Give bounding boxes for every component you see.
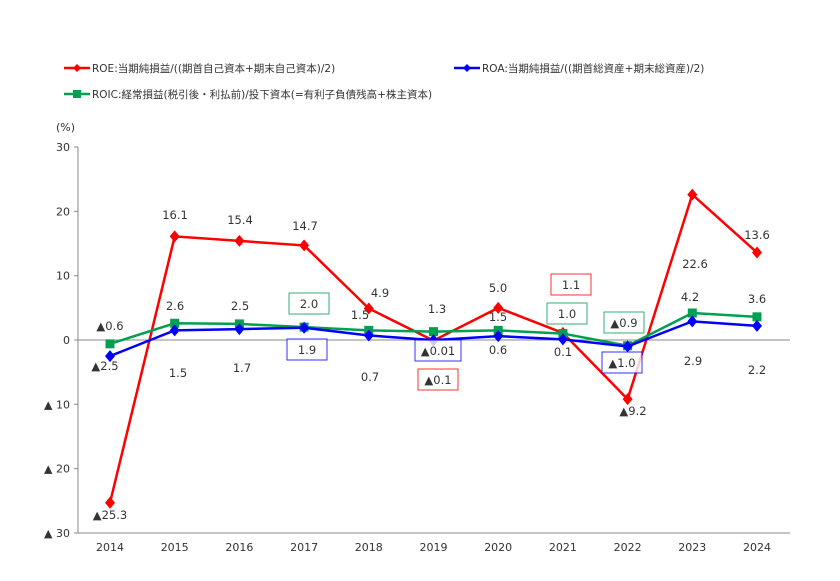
data-point <box>234 234 245 247</box>
x-tick-label: 2019 <box>420 541 448 554</box>
legend-entry: ROE:当期純損益/((期首自己資本+期末自己資本)/2) <box>92 62 335 75</box>
y-tick-label: ▲ 30 <box>44 527 70 540</box>
y-tick-label: 10 <box>56 270 70 283</box>
data-point <box>105 350 115 363</box>
data-label-box <box>550 273 592 296</box>
x-tick-label: 2020 <box>484 541 512 554</box>
y-tick-label: 0 <box>63 334 70 347</box>
data-point <box>557 333 568 346</box>
data-label-box <box>288 292 330 315</box>
data-label: ▲2.5 <box>91 359 118 373</box>
data-label-box <box>414 339 462 362</box>
data-label: 4.2 <box>681 290 699 304</box>
data-label: 13.6 <box>744 228 770 242</box>
x-tick-label: 2018 <box>355 541 383 554</box>
data-point <box>363 329 374 342</box>
data-label: 1.5 <box>489 310 507 324</box>
data-label: 1.9 <box>298 343 316 357</box>
data-label: 2.0 <box>300 297 318 311</box>
data-label: 1.0 <box>558 307 576 321</box>
x-tick-label: 2017 <box>290 541 318 554</box>
legend-entry: ROIC:経常損益(税引後・利払前)/投下資本(=有利子負債残高+株主資本) <box>92 88 432 101</box>
data-point <box>299 321 310 334</box>
data-point <box>493 330 504 343</box>
x-tick-label: 2016 <box>225 541 253 554</box>
data-label: 16.1 <box>162 208 188 222</box>
data-point <box>687 308 697 318</box>
data-point <box>752 312 762 322</box>
data-point <box>622 340 633 353</box>
data-label-box <box>603 311 645 334</box>
data-label: 1.7 <box>233 361 251 375</box>
data-label: 1.5 <box>351 308 369 322</box>
data-point <box>170 318 180 328</box>
data-label: 2.2 <box>748 363 766 377</box>
data-label-box <box>601 351 643 374</box>
x-tick-label: 2024 <box>743 541 771 554</box>
data-label: ▲9.2 <box>619 404 646 418</box>
y-tick-label: 30 <box>56 141 70 154</box>
data-point <box>752 319 762 332</box>
data-point <box>363 302 374 315</box>
x-tick-label: 2023 <box>678 541 706 554</box>
data-point <box>752 246 762 259</box>
data-label: ▲0.1 <box>424 373 451 387</box>
data-point <box>105 339 115 349</box>
data-label: ▲1.0 <box>608 356 635 370</box>
y-tick-label: ▲ 10 <box>44 398 70 411</box>
data-label: 2.9 <box>684 354 702 368</box>
x-tick-label: 2014 <box>96 541 124 554</box>
data-point <box>687 188 698 201</box>
data-label: 5.0 <box>489 281 507 295</box>
x-tick-label: 2022 <box>614 541 642 554</box>
data-label: ▲0.01 <box>421 344 455 358</box>
legend: ROE:当期純損益/((期首自己資本+期末自己資本)/2) ROA:当期純損益/(… <box>64 62 704 101</box>
data-label: 3.6 <box>748 292 766 306</box>
data-point <box>169 230 180 243</box>
data-label: 0.1 <box>554 345 572 359</box>
legend-entry: ROA:当期純損益/((期首総資産+期末総資産)/2) <box>482 62 704 75</box>
x-tick-label: 2015 <box>161 541 189 554</box>
data-point <box>169 324 180 337</box>
data-point <box>687 315 698 328</box>
data-label: 4.9 <box>371 286 389 300</box>
data-point <box>234 323 245 336</box>
data-label: ▲0.6 <box>96 319 123 333</box>
data-label: 22.6 <box>682 257 708 271</box>
data-label-box <box>286 338 328 361</box>
data-label-box <box>417 368 459 391</box>
y-tick-label: 20 <box>56 205 70 218</box>
legend-marker <box>73 64 81 72</box>
data-point <box>105 496 115 509</box>
legend-marker <box>73 90 81 98</box>
data-label: 2.6 <box>166 299 184 313</box>
y-tick-label: ▲ 20 <box>44 463 70 476</box>
data-label: 0.7 <box>361 370 379 384</box>
data-label: 1.3 <box>428 302 446 316</box>
data-point <box>299 239 310 252</box>
data-label-box <box>546 302 588 325</box>
data-label: 1.1 <box>562 278 580 292</box>
data-labels: ▲25.3 16.1 15.4 14.7 4.9 ▲0.1 5.0 1.1 ▲9.2 22.6 13… <box>91 208 769 522</box>
data-label: 14.7 <box>292 219 318 233</box>
data-point <box>622 393 633 406</box>
data-point <box>429 327 438 337</box>
data-label: ▲0.9 <box>610 316 637 330</box>
x-tick-label: 2021 <box>549 541 577 554</box>
data-label: 15.4 <box>227 213 253 227</box>
y-axis-label: (%) <box>56 121 75 134</box>
legend-marker <box>463 64 471 72</box>
data-label: ▲25.3 <box>93 508 127 522</box>
data-label: 0.6 <box>489 343 507 357</box>
data-label: 2.5 <box>231 299 249 313</box>
data-point <box>493 301 504 314</box>
data-label: 1.5 <box>169 366 187 380</box>
